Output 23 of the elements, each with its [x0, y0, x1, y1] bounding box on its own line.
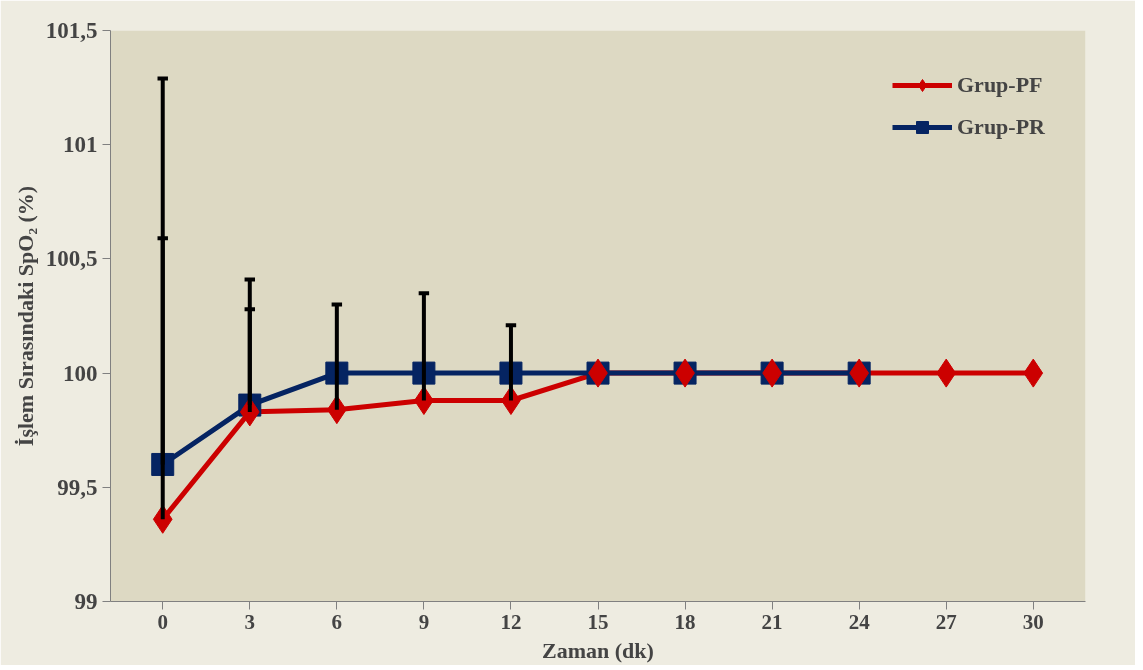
y-tick-label: 99 — [74, 589, 98, 614]
x-tick-label: 21 — [761, 609, 783, 634]
x-axis-title: Zaman (dk) — [542, 637, 654, 663]
y-axis-title: İşlem Sırasındaki SpO₂ (%) — [12, 185, 38, 447]
x-tick-label: 27 — [935, 609, 957, 634]
x-tick-label: 3 — [244, 609, 256, 634]
x-tick-label: 24 — [848, 609, 871, 634]
x-tick-label: 12 — [500, 609, 522, 634]
legend-label: Grup-PR — [957, 114, 1045, 140]
y-tick-label: 101 — [63, 132, 98, 158]
x-tick-label: 6 — [331, 609, 343, 634]
x-tick-label: 15 — [587, 609, 609, 634]
x-tick-label: 18 — [674, 609, 696, 634]
x-tick-label: 0 — [157, 609, 168, 634]
y-tick-label: 100,5 — [45, 246, 98, 272]
y-tick-label: 100 — [63, 360, 98, 386]
point — [936, 358, 957, 388]
legend-label: Grup-PF — [957, 72, 1043, 98]
y-tick-label: 99,5 — [57, 474, 98, 500]
x-tick-label: 30 — [1022, 609, 1044, 634]
y-tick-label: 101,5 — [45, 18, 98, 43]
point — [1023, 358, 1044, 388]
x-tick-label: 9 — [418, 609, 430, 634]
